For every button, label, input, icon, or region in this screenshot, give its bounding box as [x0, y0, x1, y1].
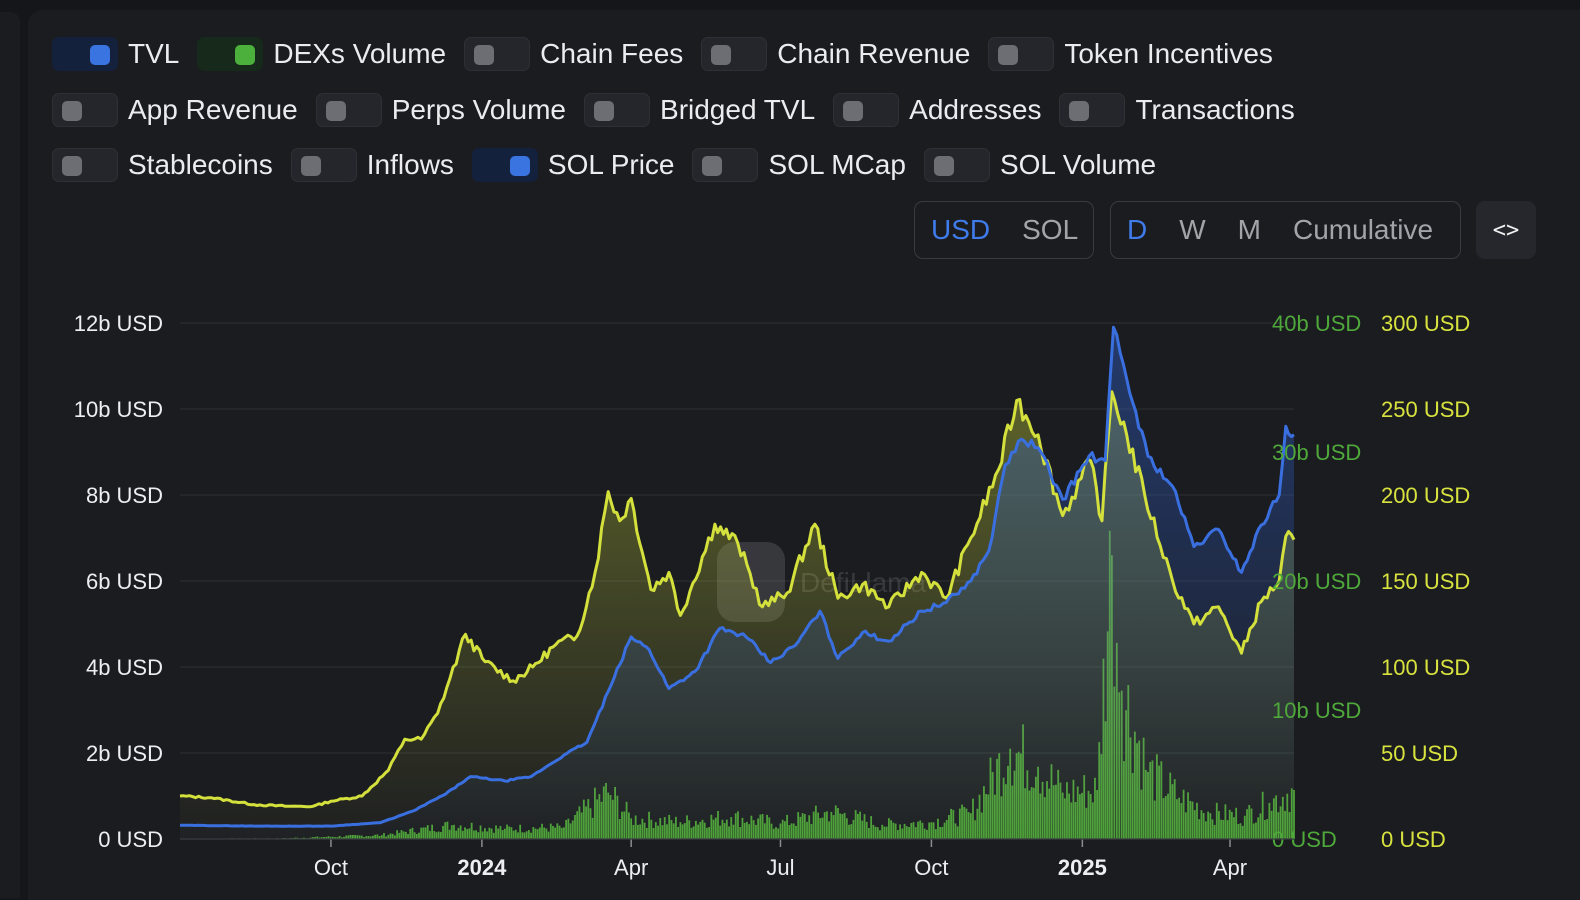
x-tick-label: Oct [314, 855, 348, 880]
x-axis: Oct 2024 Apr Jul Oct 2025 Apr [180, 839, 1294, 880]
y-tick-tvl: 0 USD [98, 827, 163, 852]
x-tick-label: Apr [1213, 855, 1247, 880]
x-tick-label: Apr [614, 855, 648, 880]
y-tick-tvl: 6b USD [86, 569, 163, 594]
x-tick-label: 2024 [457, 855, 507, 880]
x-tick-label: 2025 [1058, 855, 1107, 880]
y-tick-dex: 30b USD [1272, 440, 1361, 465]
y-axis-right-price: 0 USD 50 USD 100 USD 150 USD 200 USD 250 USD 3… [1381, 311, 1470, 852]
y-axis-left-tvl: 0 USD 2b USD 4b USD 6b USD 8b USD 10b USD 12b … [74, 311, 163, 852]
y-tick-tvl: 12b USD [74, 311, 163, 336]
y-tick-tvl: 4b USD [86, 655, 163, 680]
x-tick-label: Oct [914, 855, 948, 880]
y-tick-dex: 20b USD [1272, 569, 1361, 594]
y-tick-price: 150 USD [1381, 569, 1470, 594]
y-tick-price: 50 USD [1381, 741, 1458, 766]
chart-series [180, 327, 1295, 839]
y-tick-dex: 40b USD [1272, 311, 1361, 336]
y-tick-price: 200 USD [1381, 483, 1470, 508]
y-tick-dex: 10b USD [1272, 698, 1361, 723]
y-tick-tvl: 10b USD [74, 397, 163, 422]
y-tick-price: 0 USD [1381, 827, 1446, 852]
y-tick-tvl: 2b USD [86, 741, 163, 766]
y-tick-price: 100 USD [1381, 655, 1470, 680]
y-tick-price: 300 USD [1381, 311, 1470, 336]
y-tick-tvl: 8b USD [86, 483, 163, 508]
y-tick-price: 250 USD [1381, 397, 1470, 422]
x-tick-label: Jul [766, 855, 794, 880]
